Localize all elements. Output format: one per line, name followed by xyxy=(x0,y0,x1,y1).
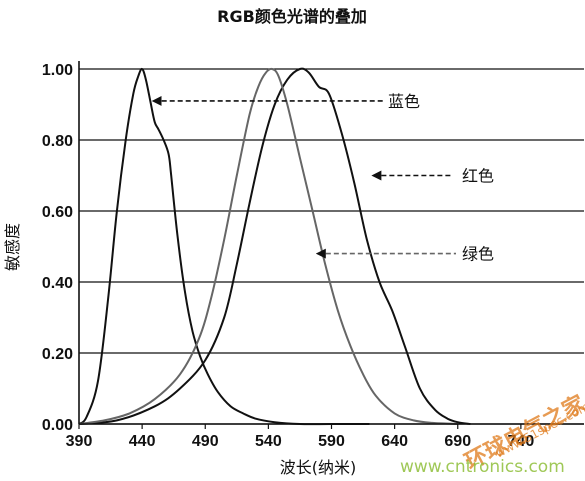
watermark: 环球电气之家 www.51spec.com www.cntronics.com xyxy=(400,390,585,477)
series-layer xyxy=(78,67,471,426)
x-tick-label: 390 xyxy=(66,433,93,450)
y-axis-title: 敏感度 xyxy=(3,223,22,271)
x-tick-label: 490 xyxy=(192,433,219,450)
tick-labels: 0.00 0.20 0.40 0.60 0.80 1.00 390 440 490 540 590 6… xyxy=(42,62,534,450)
x-tick-label: 540 xyxy=(255,433,282,450)
x-tick-label: 740 xyxy=(508,433,535,450)
series-line-red xyxy=(78,67,471,425)
watermark-site: www.cntronics.com xyxy=(400,457,565,477)
x-tick-label: 640 xyxy=(381,433,408,450)
y-tick-label: 0.40 xyxy=(42,275,73,292)
y-tick-label: 0.60 xyxy=(42,204,73,221)
chart-title: RGB颜色光谱的叠加 xyxy=(217,7,367,26)
y-tick-label: 1.00 xyxy=(42,62,73,79)
axes xyxy=(78,61,584,429)
x-tick-label: 590 xyxy=(318,433,345,450)
y-tick-label: 0.00 xyxy=(42,417,73,434)
annotation-label-blue: 蓝色 xyxy=(388,92,420,111)
series-line-green xyxy=(78,67,458,425)
x-tick-label: 690 xyxy=(444,433,471,450)
annotation-label-green: 绿色 xyxy=(462,245,494,264)
x-axis-title: 波长(纳米) xyxy=(280,458,357,477)
y-tick-label: 0.80 xyxy=(42,133,73,150)
series-line-blue xyxy=(78,67,370,426)
annotation-label-red: 红色 xyxy=(462,167,494,186)
y-tick-label: 0.20 xyxy=(42,346,73,363)
x-tick-label: 440 xyxy=(129,433,156,450)
